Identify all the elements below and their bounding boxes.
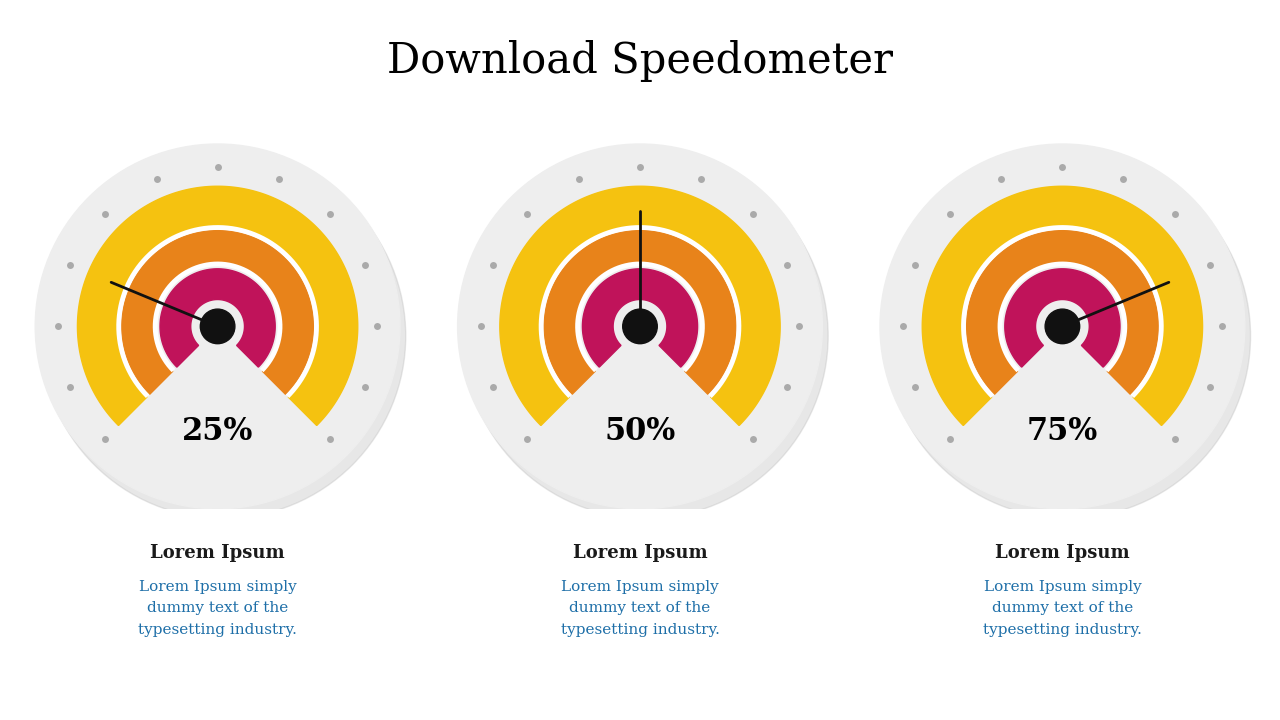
Text: Lorem Ipsum: Lorem Ipsum	[572, 544, 708, 562]
Circle shape	[458, 144, 823, 509]
Circle shape	[886, 153, 1251, 518]
Text: 50%: 50%	[604, 416, 676, 448]
Polygon shape	[923, 186, 1202, 426]
Polygon shape	[122, 230, 314, 395]
Circle shape	[463, 153, 828, 518]
Text: Lorem Ipsum simply
dummy text of the
typesetting industry.: Lorem Ipsum simply dummy text of the typ…	[561, 580, 719, 637]
Circle shape	[881, 144, 1245, 509]
Polygon shape	[160, 269, 275, 367]
Polygon shape	[1005, 269, 1120, 367]
Circle shape	[200, 309, 236, 343]
Circle shape	[36, 144, 399, 509]
Text: 75%: 75%	[1027, 416, 1098, 448]
Circle shape	[623, 309, 658, 343]
Polygon shape	[78, 186, 357, 426]
Circle shape	[1046, 309, 1080, 343]
Text: Lorem Ipsum: Lorem Ipsum	[995, 544, 1130, 562]
Text: Lorem Ipsum simply
dummy text of the
typesetting industry.: Lorem Ipsum simply dummy text of the typ…	[138, 580, 297, 637]
Polygon shape	[544, 230, 736, 395]
Text: 25%: 25%	[182, 416, 253, 448]
Polygon shape	[582, 269, 698, 367]
Text: Download Speedometer: Download Speedometer	[387, 40, 893, 81]
Text: Lorem Ipsum simply
dummy text of the
typesetting industry.: Lorem Ipsum simply dummy text of the typ…	[983, 580, 1142, 637]
Text: Lorem Ipsum: Lorem Ipsum	[150, 544, 285, 562]
Polygon shape	[500, 186, 780, 426]
Circle shape	[41, 153, 406, 518]
Polygon shape	[966, 230, 1158, 395]
